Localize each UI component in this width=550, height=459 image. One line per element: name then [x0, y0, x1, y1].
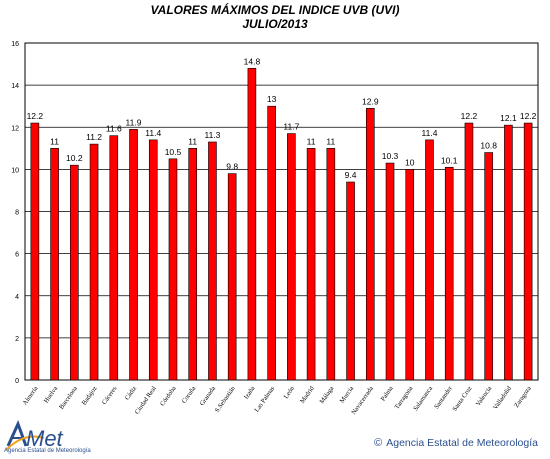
data-label: 12.9 [362, 96, 379, 106]
copyright-credit: © Agencia Estatal de Meteorología [374, 437, 538, 449]
data-label: 11 [307, 136, 316, 146]
bar [444, 166, 454, 381]
x-tick-label: Zaragoza [513, 385, 533, 409]
y-tick-label: 16 [11, 41, 19, 48]
x-tick-label: S.Sebastián [214, 385, 237, 414]
data-label: 10.1 [441, 155, 458, 165]
bar [346, 181, 355, 381]
chart-title: VALORES MÁXIMOS DEL INDICE UVB (UVI) [150, 3, 400, 17]
bar [425, 139, 434, 381]
y-tick-label: 2 [15, 336, 19, 343]
chart-subtitle: JULIO/2013 [242, 17, 308, 31]
bar [208, 141, 217, 381]
bar [306, 148, 316, 381]
bar [267, 105, 276, 381]
data-label: 13 [267, 94, 277, 104]
x-tick-label: Badajoz [81, 385, 99, 407]
svg-text:Met: Met [26, 426, 64, 451]
data-label: 12.1 [500, 113, 517, 123]
bar [326, 148, 336, 381]
bar [50, 148, 59, 381]
data-label: 11.2 [86, 132, 102, 142]
x-tick-label: Tarragona [394, 385, 415, 411]
bar [484, 152, 493, 381]
data-label: 11.6 [106, 124, 122, 134]
credit-text: Agencia Estatal de Meteorología [386, 437, 538, 449]
data-label: 10.2 [66, 153, 83, 163]
y-tick-label: 10 [11, 167, 19, 174]
x-tick-label: Coruña [181, 385, 198, 405]
x-tick-label: Santa Cruz [451, 385, 473, 413]
bar [188, 148, 198, 381]
x-tick-label: Córdoba [159, 385, 178, 407]
data-label: 11 [50, 136, 59, 146]
bar [129, 129, 138, 381]
bar [405, 169, 415, 381]
bar [89, 143, 99, 381]
x-tick-label: Valencia [475, 385, 494, 407]
bar [523, 122, 533, 381]
x-tick-label: Salamanca [412, 385, 434, 412]
bar [70, 164, 79, 381]
x-tick-label: Málaga [319, 385, 336, 405]
bar [385, 162, 395, 381]
bar [464, 122, 474, 381]
data-label: 14.8 [244, 56, 261, 66]
data-label: 12.2 [520, 111, 537, 121]
data-label: 9.4 [345, 170, 357, 180]
x-tick-label: Santander [433, 384, 454, 410]
x-tick-label: Murcia [339, 385, 356, 404]
bar [148, 139, 158, 381]
aemet-logo: Met [5, 420, 64, 451]
x-tick-label: Valladolid [492, 385, 513, 412]
x-tick-label: Palma [380, 385, 395, 402]
data-label: 11.7 [283, 122, 299, 132]
bar [227, 173, 237, 381]
x-tick-label: Cádiz [124, 385, 138, 402]
bar [109, 135, 119, 381]
y-tick-label: 8 [15, 210, 19, 217]
x-tick-label: León [283, 385, 297, 401]
x-tick-label: Izaña [243, 385, 257, 401]
data-label: 10 [405, 157, 415, 167]
y-tick-label: 4 [15, 294, 19, 301]
data-label: 11.9 [126, 117, 142, 127]
data-label: 10.3 [382, 151, 399, 161]
data-label: 11 [188, 136, 197, 146]
x-tick-label: Barcelona [58, 385, 79, 411]
x-tick-label: Madrid [299, 385, 316, 405]
bar [504, 124, 513, 381]
y-tick-label: 6 [15, 252, 19, 259]
data-label: 9.8 [226, 162, 238, 172]
data-label: 11 [326, 136, 335, 146]
x-tick-label: Granada [199, 385, 217, 407]
data-label: 11.3 [204, 130, 220, 140]
bar [287, 133, 296, 381]
data-label: 11.4 [145, 128, 161, 138]
data-label: 10.5 [165, 147, 182, 157]
data-label: 12.2 [27, 111, 44, 121]
bar [30, 122, 40, 381]
data-label: 12.2 [461, 111, 478, 121]
copyright-symbol: © [374, 437, 383, 449]
y-tick-label: 14 [11, 83, 19, 90]
bar [168, 158, 178, 381]
x-tick-label: Almería [22, 385, 40, 407]
bar [365, 107, 375, 381]
x-tick-label: Cáceres [101, 385, 119, 406]
y-tick-label: 0 [15, 378, 19, 385]
bar [247, 67, 257, 381]
x-tick-label: Las Palmas [253, 385, 276, 414]
logo-caption: Agencia Estatal de Meteorología [4, 448, 91, 454]
data-label: 11.4 [422, 128, 438, 138]
data-label: 10.8 [480, 141, 497, 151]
x-tick-label: Huelva [43, 385, 60, 404]
y-tick-label: 12 [11, 125, 19, 132]
